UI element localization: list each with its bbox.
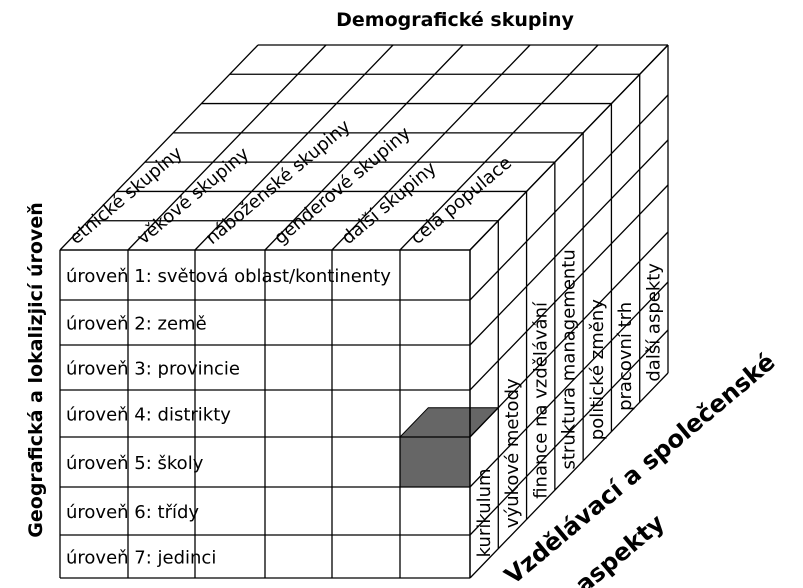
row-label: úroveň 4: distrikty bbox=[66, 405, 231, 426]
row-label: úroveň 3: provincie bbox=[66, 359, 240, 380]
aspect-label: další aspekty bbox=[644, 263, 665, 382]
top-title: Demografické skupiny bbox=[336, 9, 574, 31]
grid-line bbox=[469, 139, 669, 346]
row-label: úroveň 2: země bbox=[66, 314, 207, 335]
row-label: úroveň 1: světová oblast/kontinenty bbox=[66, 266, 391, 287]
highlight-cell bbox=[399, 436, 471, 488]
grid-line bbox=[469, 281, 669, 488]
aspect-label: politické změny bbox=[587, 299, 608, 440]
row-label: úroveň 6: třídy bbox=[66, 502, 199, 523]
grid-line bbox=[469, 44, 669, 251]
row-label: úroveň 7: jedinci bbox=[66, 548, 216, 569]
grid-line bbox=[59, 44, 259, 251]
aspect-label: kurikulum bbox=[474, 468, 495, 557]
aspect-label: struktura managementu bbox=[559, 249, 580, 469]
grid-line bbox=[469, 94, 669, 301]
grid-line bbox=[194, 44, 394, 251]
grid-line bbox=[469, 231, 669, 438]
grid-line bbox=[331, 44, 531, 251]
grid-line bbox=[469, 329, 669, 536]
grid-line bbox=[399, 44, 599, 251]
column-label: věkové skupiny bbox=[133, 143, 253, 249]
aspect-label: pracovní trh bbox=[615, 302, 636, 411]
aspect-label: výukové metody bbox=[502, 378, 523, 528]
left-title: Geografická a lokalizjicí úroveň bbox=[25, 202, 47, 537]
grid-line bbox=[469, 372, 669, 579]
aspect-label: finance na vzdělávání bbox=[530, 301, 551, 499]
grid-line bbox=[469, 184, 669, 391]
row-label: úroveň 5: školy bbox=[66, 453, 204, 474]
grid-line bbox=[264, 44, 464, 251]
grid-line bbox=[127, 44, 327, 251]
column-label: etnické skupiny bbox=[66, 142, 187, 248]
